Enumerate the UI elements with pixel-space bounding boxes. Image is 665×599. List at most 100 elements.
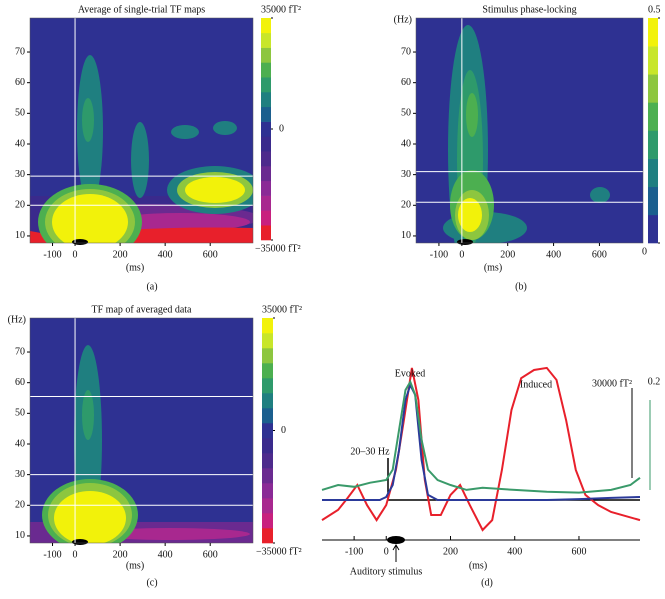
x-tick-label: 400 [158,249,173,260]
x-tick-label: 400 [546,249,561,260]
colorbar-bin [262,378,273,394]
colorbar-bin [261,166,271,182]
colorbar-label: 0 [281,425,286,436]
scale-label: 30000 fT² [592,378,632,389]
colorbar-bin [261,92,271,108]
colorbar-bin [262,363,273,379]
x-tick-label: 200 [113,549,128,560]
colorbar-label: −35000 fT² [256,546,302,557]
colorbar-bin [262,453,273,469]
series-line [321,366,641,532]
x-axis-label: (ms) [126,262,144,273]
scale-label: 0.2 [648,376,661,387]
colorbar-bin [261,77,271,93]
colorbar-label: 0.5 [648,4,661,15]
contour-shape [466,93,478,137]
y-tick-label: 70 [15,46,25,57]
chart-title: Stimulus phase-locking [482,4,576,15]
x-tick-label: 600 [592,249,607,260]
y-tick-label: 10 [401,230,411,241]
colorbar-bin [262,528,273,544]
caption: (a) [146,281,157,292]
x-tick-label: 400 [507,546,522,557]
y-tick-label: 30 [15,169,25,180]
annotation: 20–30 Hz [350,446,390,457]
contour-shape [52,194,128,243]
y-tick-label: 70 [15,346,25,357]
colorbar-bin [648,18,658,47]
colorbar-bin [261,62,271,78]
colorbar-bin [262,393,273,409]
colorbar-bin [262,423,273,439]
x-tick-label: -100 [345,546,363,557]
contour-map [30,18,253,243]
colorbar-bin [648,186,658,216]
stimulus-mark [72,239,88,245]
colorbar-bin [261,121,271,137]
x-tick-label: 600 [571,546,586,557]
colorbar-bin [648,158,658,188]
contour-shape [171,125,199,139]
plot-frame [415,17,644,244]
colorbar-bin [648,74,658,103]
colorbar-bin [262,333,273,349]
colorbar-label: −35000 fT² [255,243,301,254]
x-axis-label: (ms) [469,560,487,571]
colorbar-bin [262,438,273,454]
plot-frame [29,317,254,544]
y-tick-label: 70 [401,46,411,57]
x-tick-label: 0 [384,546,389,557]
colorbar-bin [261,180,271,196]
x-tick-label: 0 [73,249,78,260]
y-tick-label: 40 [401,138,411,149]
x-tick-label: -100 [430,249,448,260]
contour-shape [458,198,482,232]
y-tick-label: 20 [401,200,411,211]
colorbar-bin [261,47,271,63]
colorbar-label: 35000 fT² [262,304,302,315]
colorbar-bin [262,483,273,499]
series-line [321,379,641,494]
x-tick-label: 400 [158,549,173,560]
x-tick-label: 200 [443,546,458,557]
y-tick-label: 40 [15,438,25,449]
annotation: Induced [520,379,552,390]
colorbar-bin [262,498,273,514]
y-tick-label: 40 [15,138,25,149]
x-tick-label: 200 [113,249,128,260]
contour-shape [82,390,94,440]
colorbar-bin [261,136,271,152]
stimulus-mark [72,539,88,545]
stimulus-arrow [392,544,400,551]
caption: (c) [146,577,157,588]
colorbar-bin [262,348,273,364]
x-axis-label: (ms) [484,262,502,273]
contour-shape [131,122,149,198]
colorbar-bin [261,106,271,122]
stimulus-mark [457,239,473,245]
x-tick-label: 200 [500,249,515,260]
contour-shape [590,187,610,203]
x-tick-label: 0 [459,249,464,260]
y-axis-label: (Hz) [8,314,26,325]
contour-map [416,18,643,243]
colorbar-label: 0 [642,246,647,257]
annotation: Evoked [395,368,426,379]
caption: (d) [481,577,493,588]
colorbar-label: 35000 fT² [261,4,301,15]
colorbar-bin [261,151,271,167]
colorbar-bin [648,130,658,159]
x-tick-label: -100 [43,549,61,560]
x-axis-label: (ms) [126,560,144,571]
contour-shape [82,98,94,142]
colorbar-label: 0 [279,123,284,134]
colorbar-bin [262,318,273,334]
contour-shape [110,213,250,231]
contour-shape [185,177,245,203]
contour-map [30,318,253,543]
colorbar-bin [648,214,658,244]
y-tick-label: 20 [15,500,25,511]
y-tick-label: 60 [15,77,25,88]
colorbar-bin [648,46,658,75]
colorbar-bin [261,18,271,34]
